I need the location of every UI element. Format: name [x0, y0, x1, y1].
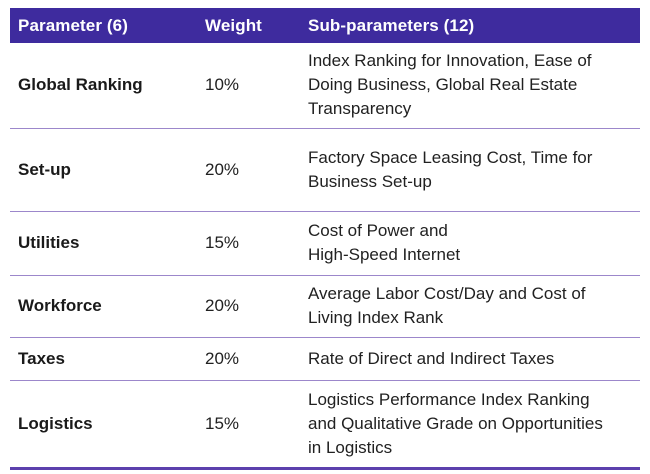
weight-cell: 10%: [205, 75, 240, 95]
parameters-table-container: Parameter (6) Weight Sub-parameters (12)…: [10, 8, 640, 470]
parameter-cell: Global Ranking: [18, 75, 143, 95]
table-row: Logistics 15% Logistics Performance Inde…: [10, 380, 640, 468]
parameters-weight-table: Parameter (6) Weight Sub-parameters (12)…: [10, 8, 640, 470]
sub-parameters-cell: Cost of Power and High-Speed Internet: [308, 221, 461, 264]
table-row: Set-up 20% Factory Space Leasing Cost, T…: [10, 128, 640, 211]
table-row: Workforce 20% Average Labor Cost/Day and…: [10, 275, 640, 337]
weight-cell: 20%: [205, 348, 240, 368]
sub-parameters-cell: Rate of Direct and Indirect Taxes: [308, 348, 555, 368]
sub-parameters-cell: Factory Space Leasing Cost, Time for Bus…: [308, 147, 593, 191]
parameter-cell: Set-up: [18, 159, 71, 179]
sub-parameters-cell: Average Labor Cost/Day and Cost of Livin…: [308, 284, 586, 327]
sub-parameters-cell: Index Ranking for Innovation, Ease of Do…: [308, 51, 592, 119]
weight-cell: 15%: [205, 413, 240, 433]
column-header-parameter: Parameter (6): [18, 15, 128, 35]
table-row: Global Ranking 10% Index Ranking for Inn…: [10, 43, 640, 128]
parameter-cell: Workforce: [18, 296, 102, 315]
table-header-row: Parameter (6) Weight Sub-parameters (12): [10, 8, 640, 43]
column-header-weight: Weight: [205, 15, 262, 35]
parameter-cell: Logistics: [18, 413, 93, 433]
parameter-cell: Utilities: [18, 233, 80, 252]
weight-cell: 20%: [205, 296, 240, 315]
table-row: Utilities 15% Cost of Power and High-Spe…: [10, 211, 640, 275]
table-row: Taxes 20% Rate of Direct and Indirect Ta…: [10, 337, 640, 380]
weight-cell: 15%: [205, 233, 240, 252]
weight-cell: 20%: [205, 159, 240, 179]
parameter-cell: Taxes: [18, 348, 65, 368]
sub-parameters-cell: Logistics Performance Index Ranking and …: [308, 389, 603, 457]
column-header-sub-parameters: Sub-parameters (12): [308, 15, 475, 35]
